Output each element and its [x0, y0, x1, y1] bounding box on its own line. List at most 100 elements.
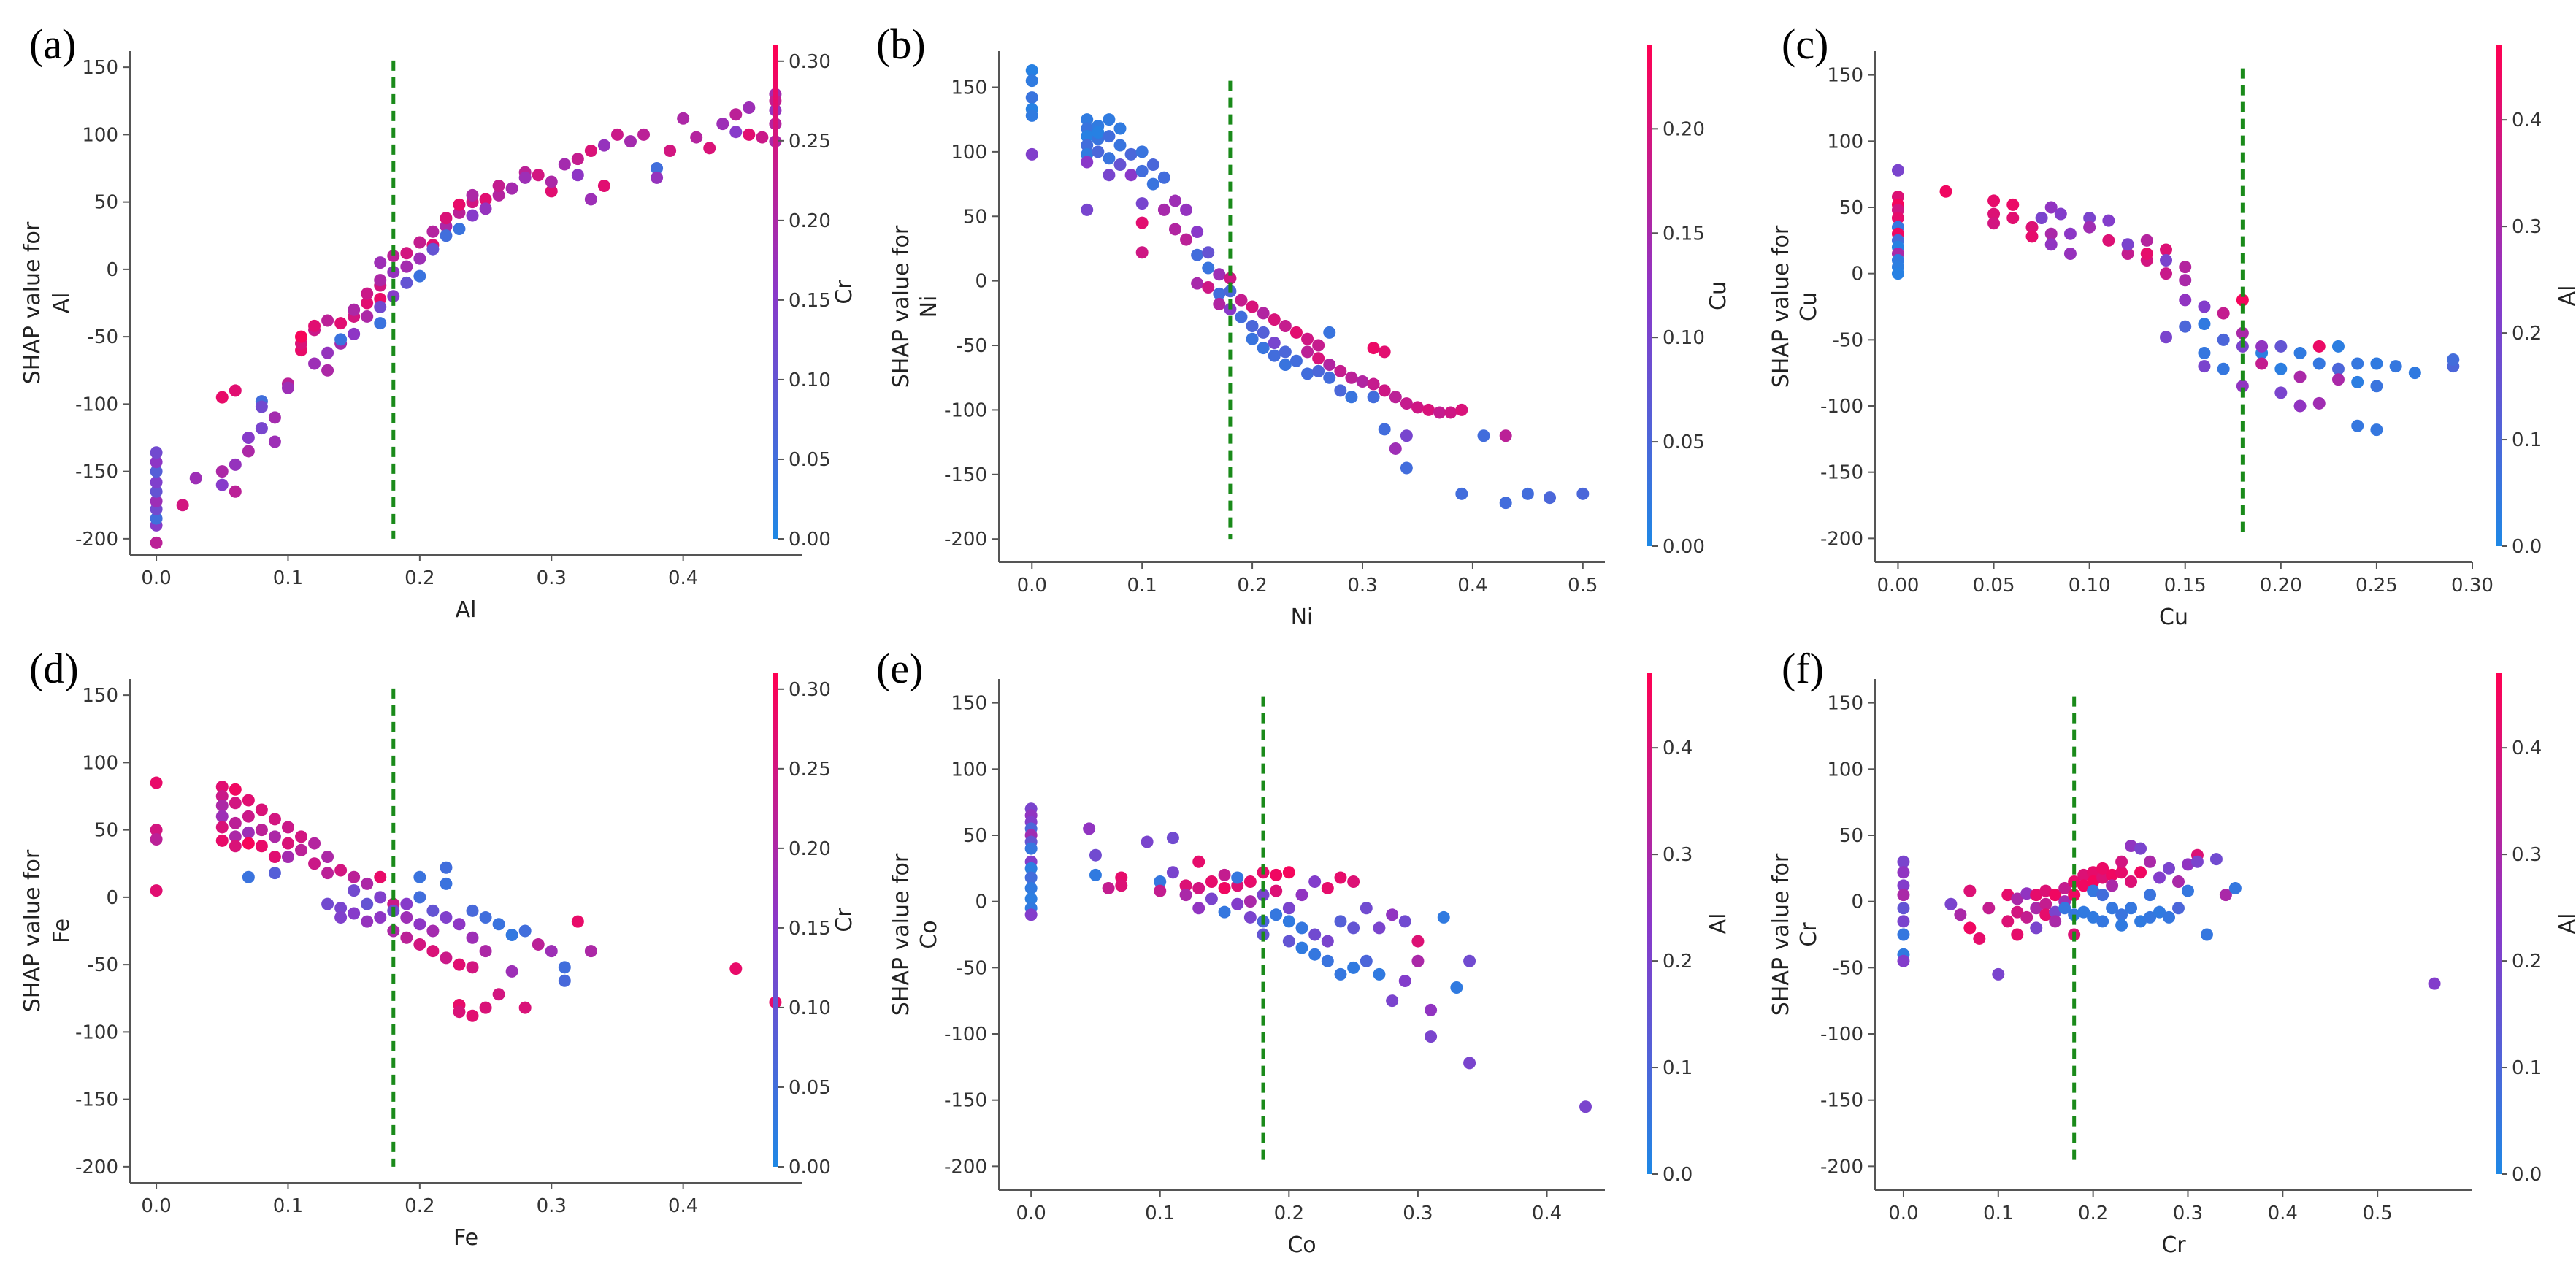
- panel-letter: (d): [29, 645, 79, 692]
- colorbar-tick-label: 0.05: [1663, 432, 1705, 453]
- data-point: [1579, 1100, 1592, 1113]
- data-point: [2198, 318, 2211, 331]
- data-point: [2115, 855, 2128, 868]
- panel-b: (b) -200 -150 -100 -50 0 50 100 150 0.0 0.1 0.2 0.3 0…: [876, 20, 1731, 630]
- data-point: [229, 797, 242, 810]
- data-point: [1334, 967, 1347, 981]
- data-point: [1360, 902, 1373, 915]
- x-tick-label: 0.0: [1016, 1203, 1046, 1224]
- data-point: [1544, 491, 1557, 505]
- colorbar-tick-label: 0.30: [789, 679, 831, 701]
- data-point: [1334, 915, 1347, 928]
- data-point: [2274, 362, 2288, 375]
- x-tick-label: 0.0: [1888, 1203, 1918, 1224]
- data-point: [2160, 267, 2173, 280]
- data-point: [2096, 889, 2109, 902]
- y-tick-label: 0: [975, 892, 987, 913]
- data-point: [400, 931, 413, 944]
- x-tick-label: 0.3: [1347, 575, 1377, 597]
- data-point: [2190, 855, 2204, 868]
- x-tick-label: 0.4: [1457, 575, 1487, 597]
- data-point: [690, 131, 703, 144]
- data-point: [348, 303, 361, 316]
- data-point: [1334, 871, 1347, 884]
- data-point: [1897, 954, 1910, 967]
- data-point: [400, 260, 413, 273]
- colorbar-tick-label: 0.1: [2512, 1057, 2542, 1079]
- data-point: [2001, 889, 2015, 902]
- data-point: [348, 907, 361, 920]
- data-point: [453, 223, 466, 236]
- panel-letter: (b): [876, 20, 926, 68]
- data-point: [2039, 908, 2052, 921]
- data-point: [743, 128, 756, 141]
- data-point: [1295, 889, 1308, 902]
- data-point: [215, 799, 229, 812]
- data-point: [624, 135, 637, 148]
- data-point: [2106, 902, 2119, 915]
- y-tick-label: 100: [82, 752, 118, 774]
- data-point: [281, 381, 294, 394]
- data-point: [1089, 848, 1102, 862]
- data-point: [2160, 331, 2173, 344]
- data-point: [2198, 360, 2211, 373]
- x-tick-label: 0.0: [1017, 575, 1047, 597]
- colorbar-tick-label: 0.15: [789, 290, 831, 312]
- data-point: [1103, 130, 1116, 143]
- data-point: [1113, 122, 1127, 135]
- data-point: [2025, 221, 2039, 234]
- data-point: [334, 902, 348, 915]
- data-point: [729, 126, 743, 139]
- data-point: [1024, 882, 1038, 895]
- data-point: [1168, 223, 1181, 236]
- data-point: [492, 918, 505, 931]
- data-point: [1345, 391, 1358, 404]
- data-point: [2370, 423, 2383, 437]
- data-point: [2293, 346, 2307, 359]
- y-tick-label: -150: [944, 464, 987, 486]
- data-point: [1024, 842, 1038, 855]
- colorbar-label: Cr: [832, 280, 857, 304]
- x-tick-label: 0.3: [2173, 1203, 2203, 1224]
- panel-f: (f) -200 -150 -100 -50 0 50 100 150 0.0 0.1 0.2 0.3 0…: [1768, 645, 2576, 1258]
- data-point: [1102, 882, 1115, 895]
- y-tick-label: 0: [106, 887, 118, 909]
- data-point: [2312, 340, 2326, 353]
- data-point: [295, 330, 308, 343]
- data-point: [1243, 910, 1257, 924]
- data-point: [1295, 921, 1308, 935]
- data-point: [2217, 333, 2230, 346]
- data-point: [2096, 915, 2109, 928]
- colorbar-label: Al: [1706, 913, 1731, 935]
- data-point: [295, 843, 308, 856]
- data-point: [1124, 147, 1138, 161]
- colorbar-tick-label: 0.30: [789, 51, 831, 73]
- data-point: [2331, 362, 2345, 375]
- data-point: [1312, 352, 1325, 365]
- data-point: [1213, 287, 1226, 300]
- data-point: [215, 465, 229, 478]
- y-tick-label: 50: [963, 825, 987, 847]
- colorbar-tick-label: 0.20: [1663, 118, 1705, 140]
- data-point: [426, 924, 440, 938]
- data-point: [1356, 375, 1369, 388]
- data-point: [2217, 362, 2230, 375]
- data-point: [2025, 230, 2039, 243]
- data-point: [479, 202, 492, 215]
- data-point: [1386, 994, 1399, 1008]
- y-tick-label: 0: [106, 259, 118, 281]
- data-point: [1897, 928, 1910, 941]
- data-point: [453, 918, 466, 931]
- data-point: [1360, 954, 1373, 967]
- data-point: [664, 145, 677, 158]
- data-point: [1897, 902, 1910, 915]
- data-point: [374, 891, 387, 904]
- y-tick-label: 50: [94, 192, 118, 214]
- data-point: [1135, 197, 1149, 210]
- data-point: [2039, 897, 2052, 910]
- data-point: [281, 851, 294, 864]
- data-point: [1400, 461, 1413, 475]
- data-point: [1218, 905, 1231, 919]
- data-point: [229, 485, 242, 498]
- data-point: [1367, 377, 1380, 391]
